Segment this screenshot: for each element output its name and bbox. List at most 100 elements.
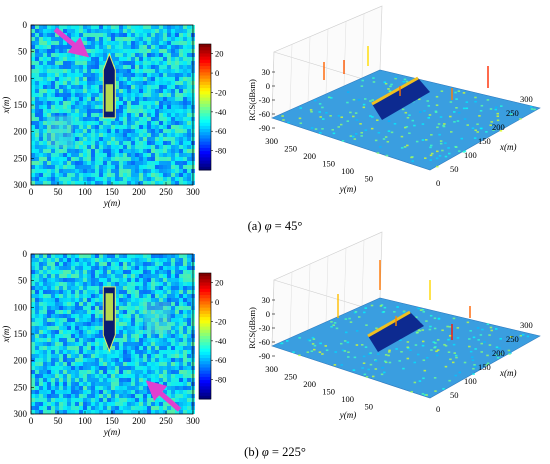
ship-ridge-crest bbox=[367, 310, 411, 338]
y-tick-label: 50 bbox=[365, 402, 374, 412]
z-tick-label: 30 bbox=[262, 295, 271, 305]
y-tick-label: 250 bbox=[284, 144, 297, 154]
x-tick-label: 300 bbox=[520, 94, 533, 104]
x-tick-label: 100 bbox=[78, 187, 92, 197]
heatmap-a bbox=[30, 24, 195, 186]
incidence-arrow bbox=[145, 380, 182, 412]
y-axis-label: x(m) bbox=[1, 326, 11, 344]
y-tick-label: 300 bbox=[265, 364, 278, 374]
x-tick-label: 250 bbox=[159, 416, 173, 426]
colorbar-tick-label: -20 bbox=[215, 316, 226, 326]
caption-b-var: φ bbox=[261, 445, 269, 459]
colorbar-tick-label: -60 bbox=[215, 126, 226, 136]
y-tick-label: 200 bbox=[14, 356, 28, 366]
x-tick-label: 150 bbox=[478, 136, 491, 146]
colorbar-tick-label: -80 bbox=[215, 375, 226, 385]
x-tick-label: 100 bbox=[78, 416, 92, 426]
x-tick-label: 0 bbox=[29, 187, 34, 197]
x-tick-label: 0 bbox=[29, 416, 34, 426]
caption-a: (a) φ = 45° bbox=[0, 219, 550, 234]
y-tick-label: 250 bbox=[284, 372, 297, 382]
y-axis-label: y(m) bbox=[339, 184, 357, 194]
ship-deck bbox=[105, 83, 114, 113]
y-tick-label: 50 bbox=[18, 47, 28, 57]
y-tick-label: 0 bbox=[23, 20, 28, 30]
x-tick-label: 300 bbox=[186, 187, 200, 197]
z-axis-label: RCS(dBsm) bbox=[247, 307, 257, 349]
x-tick-label: 250 bbox=[506, 334, 519, 344]
heatmap-b bbox=[30, 253, 195, 415]
y-tick-label: 200 bbox=[303, 151, 316, 161]
colorbar-tick-label: -60 bbox=[215, 355, 226, 365]
y-tick-label: 150 bbox=[322, 387, 335, 397]
y-tick-label: 250 bbox=[14, 382, 28, 392]
colorbar-tick-label: 20 bbox=[215, 49, 224, 59]
caption-a-rest: = 45° bbox=[271, 219, 303, 233]
x-tick-label: 150 bbox=[105, 416, 119, 426]
ship-ridge-crest bbox=[371, 76, 419, 106]
x-tick-label: 50 bbox=[54, 187, 64, 197]
z-tick-label: -60 bbox=[259, 109, 270, 119]
z-tick-label: -90 bbox=[259, 123, 270, 133]
x-axis-label: x(m) bbox=[499, 368, 517, 378]
y-tick-label: 100 bbox=[341, 394, 354, 404]
x-tick-label: 150 bbox=[105, 187, 119, 197]
rcs-surface bbox=[271, 297, 541, 399]
y-tick-label: 150 bbox=[14, 329, 28, 339]
incidence-arrow bbox=[53, 27, 90, 58]
caption-a-prefix: (a) bbox=[247, 219, 262, 233]
y-tick-label: 100 bbox=[341, 166, 354, 176]
wake-region bbox=[144, 302, 171, 334]
surface-b bbox=[271, 231, 541, 399]
z-tick-label: -90 bbox=[259, 351, 270, 361]
y-tick-label: 200 bbox=[14, 127, 28, 137]
y-tick-label: 150 bbox=[322, 159, 335, 169]
y-tick-label: 50 bbox=[18, 276, 28, 286]
colorbar-tick-label: -80 bbox=[215, 146, 226, 156]
y-tick-label: 0 bbox=[23, 249, 28, 259]
y-tick-label: 50 bbox=[365, 174, 374, 184]
z-tick-label: -30 bbox=[259, 323, 270, 333]
colorbar-a bbox=[198, 43, 213, 171]
ship-target bbox=[102, 52, 116, 119]
colorbar-tick-label: 20 bbox=[215, 278, 224, 288]
y-tick-label: 150 bbox=[14, 100, 28, 110]
ship-ridge bbox=[368, 312, 424, 352]
colorbar-b bbox=[198, 272, 213, 400]
ship-ridge bbox=[372, 78, 430, 120]
x-tick-label: 100 bbox=[464, 150, 477, 160]
z-tick-label: -60 bbox=[259, 337, 270, 347]
x-tick-label: 250 bbox=[506, 108, 519, 118]
colorbar-tick-label: -40 bbox=[215, 107, 226, 117]
wake-region bbox=[47, 115, 74, 148]
x-axis-label: x(m) bbox=[499, 142, 517, 152]
x-tick-label: 150 bbox=[478, 362, 491, 372]
z-axis-label: RCS(dBsm) bbox=[247, 79, 257, 121]
ship-target bbox=[102, 286, 116, 353]
y-tick-label: 300 bbox=[14, 409, 28, 419]
caption-b: (b) φ = 225° bbox=[0, 445, 550, 460]
x-tick-label: 200 bbox=[132, 187, 146, 197]
x-tick-label: 0 bbox=[436, 178, 440, 188]
x-tick-label: 300 bbox=[520, 320, 533, 330]
x-tick-label: 250 bbox=[159, 187, 173, 197]
x-axis-label: y(m) bbox=[103, 198, 121, 208]
y-axis-label: x(m) bbox=[1, 97, 11, 115]
surface-a bbox=[271, 5, 541, 171]
colorbar-tick-label: 0 bbox=[215, 68, 219, 78]
caption-a-var: φ bbox=[264, 219, 272, 233]
caption-b-rest: = 225° bbox=[268, 445, 306, 459]
y-tick-label: 100 bbox=[14, 73, 28, 83]
colorbar-tick-label: -20 bbox=[215, 87, 226, 97]
z-tick-label: 0 bbox=[266, 81, 270, 91]
x-tick-label: 200 bbox=[492, 122, 505, 132]
x-tick-label: 100 bbox=[464, 376, 477, 386]
ship-deck bbox=[105, 292, 114, 322]
z-tick-label: 0 bbox=[266, 309, 270, 319]
y-tick-label: 300 bbox=[265, 136, 278, 146]
x-tick-label: 50 bbox=[54, 416, 64, 426]
y-tick-label: 100 bbox=[14, 302, 28, 312]
caption-b-prefix: (b) bbox=[244, 445, 259, 459]
x-tick-label: 50 bbox=[450, 390, 459, 400]
